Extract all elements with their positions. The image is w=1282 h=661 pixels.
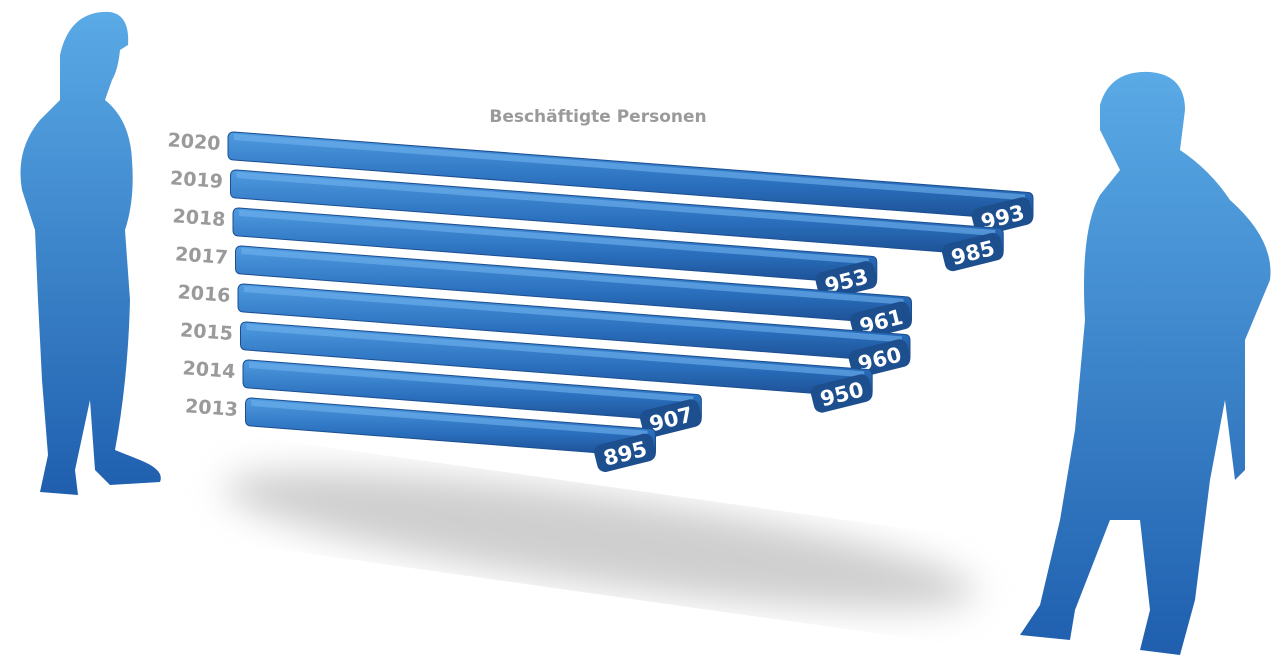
bar-highlight [241, 248, 904, 305]
y-tick-label: 2019 [169, 167, 223, 193]
value-label-tab [848, 339, 911, 378]
worker-silhouette [20, 11, 161, 496]
worker-silhouette [1020, 71, 1271, 655]
chart-title: Beschäftigte Personen [489, 107, 706, 127]
value-label-tab [815, 261, 878, 300]
y-tick-label: 2018 [172, 205, 226, 231]
value-label-tab [850, 301, 912, 340]
shadow [223, 470, 977, 610]
bar-highlight [251, 400, 648, 437]
y-tick-label: 2020 [167, 129, 221, 155]
y-tick-label: 2013 [184, 395, 238, 421]
y-tick-label: 2017 [174, 243, 228, 269]
bar-highlight [239, 210, 869, 265]
bar-highlight [236, 172, 996, 236]
y-tick-label: 2015 [179, 319, 233, 345]
y-tick-label: 2016 [177, 281, 231, 307]
bar-highlight [246, 324, 865, 378]
value-label-tab [810, 374, 873, 413]
value-label-tab [971, 197, 1034, 236]
value-label-tab [594, 433, 656, 472]
value-label-tab [640, 399, 702, 438]
y-tick-label: 2014 [182, 357, 236, 383]
value-label-tab [941, 232, 1004, 272]
bar-highlight [249, 362, 694, 403]
bar-highlight [244, 286, 902, 343]
bar-highlight [234, 134, 1025, 201]
